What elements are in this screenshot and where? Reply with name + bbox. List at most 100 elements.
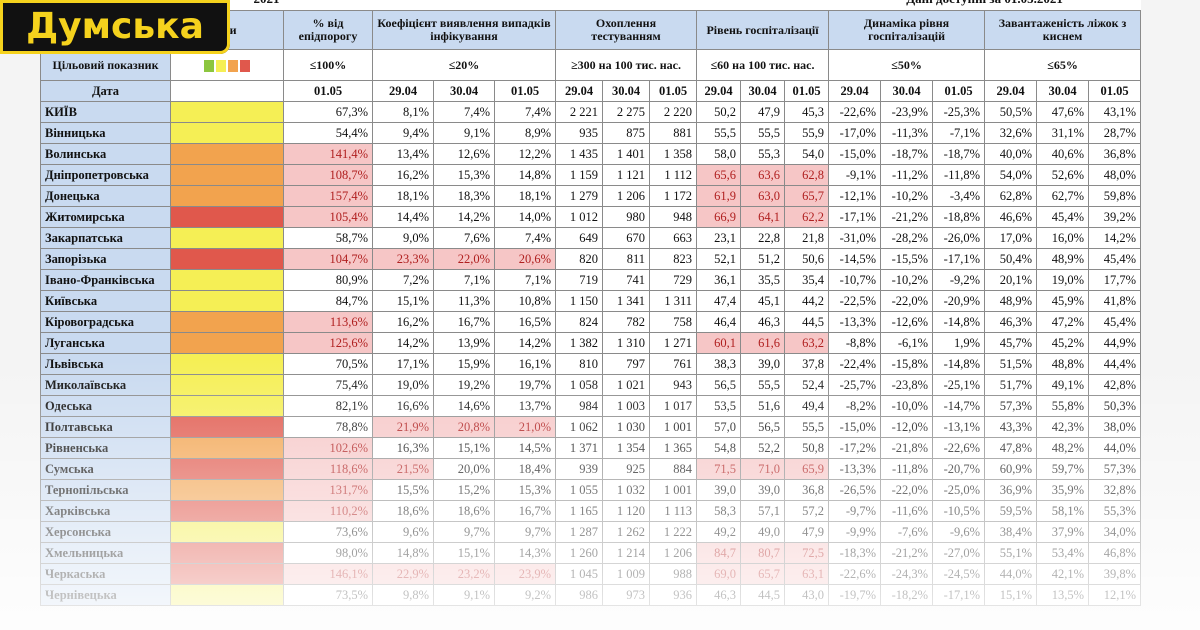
level-cell: [170, 395, 284, 417]
value-cell: 9,8%: [372, 584, 434, 606]
value-cell: 936: [649, 584, 697, 606]
value-cell: 47,9: [740, 101, 785, 123]
value-cell: 10,8%: [494, 290, 556, 312]
value-cell: 63,6: [740, 164, 785, 186]
value-cell: 55,1%: [984, 542, 1038, 564]
value-cell: 1 055: [555, 479, 603, 501]
value-cell: -22,6%: [828, 101, 882, 123]
value-cell: 729: [649, 269, 697, 291]
value-cell: 35,9%: [1036, 479, 1090, 501]
region-name: КИЇВ: [40, 101, 171, 123]
value-cell: 884: [649, 458, 697, 480]
value-cell: 50,3%: [1088, 395, 1142, 417]
date-header: 30.04: [602, 80, 650, 102]
target-label: Цільовий показник: [40, 49, 171, 81]
value-cell: -17,2%: [828, 437, 882, 459]
region-name: Запорізька: [40, 248, 171, 270]
value-cell: 63,1: [783, 563, 830, 585]
region-name: Миколаївська: [40, 374, 171, 396]
value-cell: 53,5: [696, 395, 741, 417]
value-cell: 719: [555, 269, 603, 291]
value-cell: 1 222: [649, 521, 697, 543]
value-cell: 1 030: [602, 416, 650, 438]
level-cell: [170, 437, 284, 459]
value-cell: 28,7%: [1088, 122, 1142, 144]
value-cell: 9,7%: [433, 521, 495, 543]
value-cell: 52,2: [740, 437, 785, 459]
group-target: ≤65%: [984, 49, 1142, 81]
value-cell: 823: [649, 248, 697, 270]
value-cell: 59,7%: [1036, 458, 1090, 480]
value-cell: 16,5%: [494, 311, 556, 333]
value-cell: 53,4%: [1036, 542, 1090, 564]
value-cell: 13,4%: [372, 143, 434, 165]
value-cell: 11,3%: [433, 290, 495, 312]
level-cell: [170, 248, 284, 270]
table-row: Херсонська 73,6% 9,6% 9,7% 9,7% 1 287 1 262 1 2…: [40, 521, 1142, 543]
value-cell: -14,8%: [932, 311, 986, 333]
value-cell: 35,5: [740, 269, 785, 291]
value-cell: 35,4: [783, 269, 830, 291]
level-cell: [170, 500, 284, 522]
value-cell: 78,8%: [283, 416, 373, 438]
value-cell: 42,1%: [1036, 563, 1090, 585]
value-cell: -24,3%: [880, 563, 934, 585]
value-cell: 71,5: [696, 458, 741, 480]
value-cell: 49,4: [783, 395, 830, 417]
value-cell: 1 271: [649, 332, 697, 354]
value-cell: 973: [602, 584, 650, 606]
value-cell: 18,1%: [372, 185, 434, 207]
value-cell: 72,5: [783, 542, 830, 564]
value-cell: 32,8%: [1088, 479, 1142, 501]
value-cell: 9,6%: [372, 521, 434, 543]
value-cell: 1 435: [555, 143, 603, 165]
value-cell: 15,5%: [372, 479, 434, 501]
value-cell: 44,2: [783, 290, 830, 312]
value-cell: -9,1%: [828, 164, 882, 186]
value-cell: 55,5: [740, 122, 785, 144]
date-header: 30.04: [433, 80, 495, 102]
date-header: 29.04: [696, 80, 741, 102]
region-name: Полтавська: [40, 416, 171, 438]
value-cell: 59,8%: [1088, 185, 1142, 207]
value-cell: 50,5%: [984, 101, 1038, 123]
value-cell: 7,4%: [494, 227, 556, 249]
value-cell: 67,3%: [283, 101, 373, 123]
region-name: Кіровоградська: [40, 311, 171, 333]
value-cell: 59,5%: [984, 500, 1038, 522]
value-cell: 15,2%: [433, 479, 495, 501]
value-cell: 46,4: [696, 311, 741, 333]
level-cell: [170, 143, 284, 165]
table-row: КИЇВ 67,3% 8,1% 7,4% 7,4% 2 221 2 275 2 220 50,2…: [40, 101, 1142, 123]
value-cell: 8,1%: [372, 101, 434, 123]
value-cell: -10,0%: [880, 395, 934, 417]
value-cell: 42,8%: [1088, 374, 1142, 396]
value-cell: -13,3%: [828, 458, 882, 480]
region-name: Харківська: [40, 500, 171, 522]
value-cell: -22,0%: [880, 290, 934, 312]
table-row: Дніпропетровська 108,7% 16,2% 15,3% 14,8% 1 1…: [40, 164, 1142, 186]
value-cell: -11,2%: [880, 164, 934, 186]
level-cell: [170, 164, 284, 186]
value-cell: 23,3%: [372, 248, 434, 270]
value-cell: 52,4: [783, 374, 830, 396]
table-row: Харківська 110,2% 18,6% 18,6% 16,7% 1 165 1 12…: [40, 500, 1142, 522]
value-cell: -9,7%: [828, 500, 882, 522]
value-cell: 36,8%: [1088, 143, 1142, 165]
value-cell: 42,3%: [1036, 416, 1090, 438]
value-cell: 47,6%: [1036, 101, 1090, 123]
value-cell: 7,1%: [433, 269, 495, 291]
value-cell: -31,0%: [828, 227, 882, 249]
value-cell: 57,3%: [1088, 458, 1142, 480]
value-cell: 49,2: [696, 521, 741, 543]
value-cell: 1 341: [602, 290, 650, 312]
value-cell: 9,1%: [433, 584, 495, 606]
table-row: Донецька 157,4% 18,1% 18,3% 18,1% 1 279 1 206 1…: [40, 185, 1142, 207]
region-name: Волинська: [40, 143, 171, 165]
group-target: ≤100%: [283, 49, 373, 81]
value-cell: 1 260: [555, 542, 603, 564]
value-cell: 1 287: [555, 521, 603, 543]
value-cell: 1 371: [555, 437, 603, 459]
value-cell: 2 275: [602, 101, 650, 123]
value-cell: -7,6%: [880, 521, 934, 543]
